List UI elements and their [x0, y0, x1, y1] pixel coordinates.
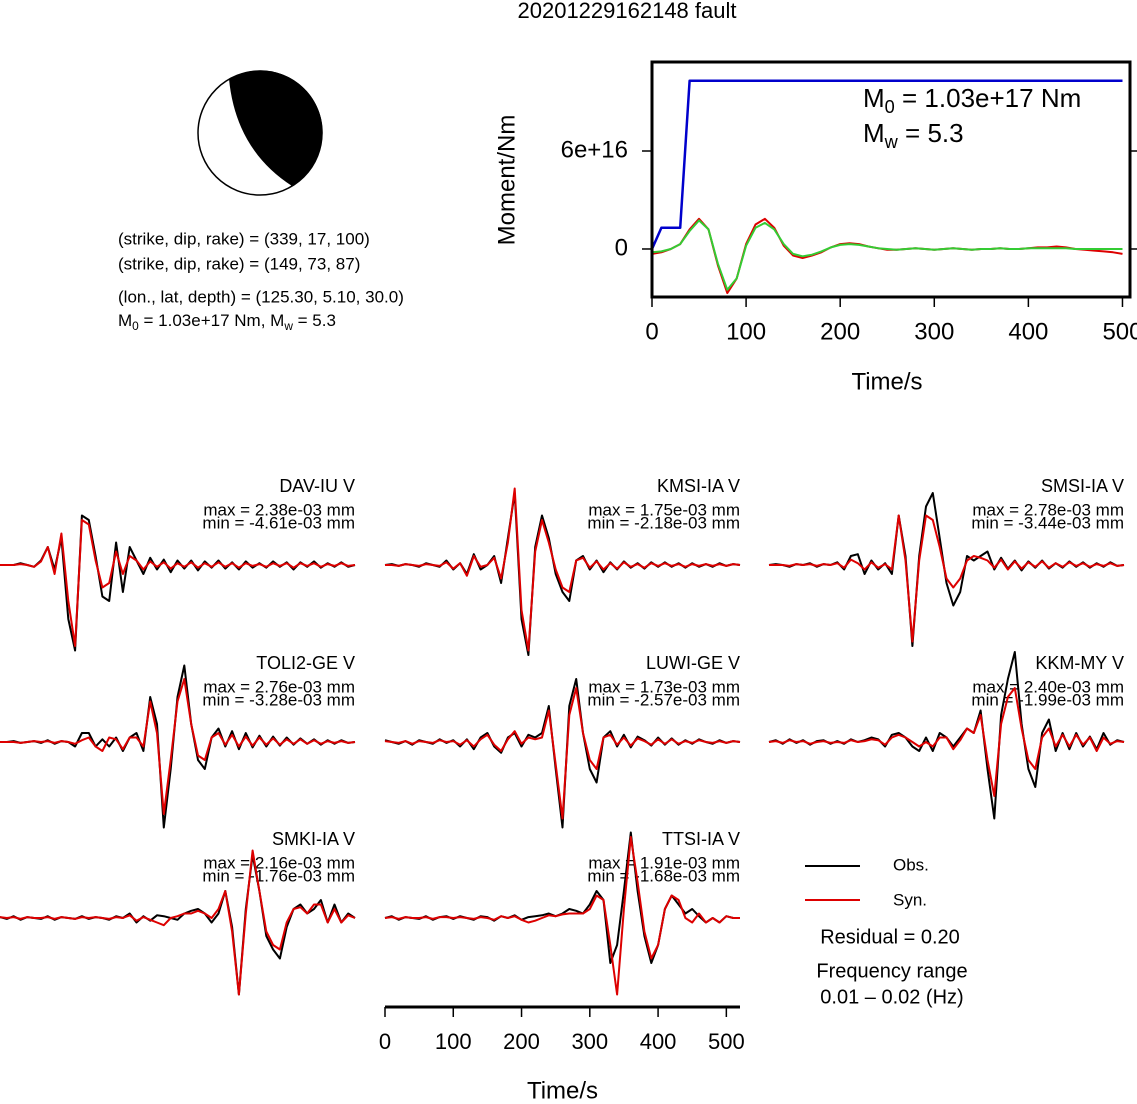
station-label: KMSI-IA V: [657, 476, 740, 496]
info-line: (lon., lat, depth) = (125.30, 5.10, 30.0…: [118, 287, 404, 306]
min-label: min = -2.57e-03 mm: [587, 690, 740, 709]
y-tick-label: 6e+16: [561, 136, 628, 163]
text-part: = 5.3: [293, 311, 336, 330]
x-tick-label: 300: [914, 318, 954, 345]
max-label: max = 2.78e-03 mm: [972, 500, 1124, 519]
text-part: = 1.03e+17 Nm: [895, 83, 1081, 113]
frequency-label: Frequency range: [816, 960, 967, 982]
text-part: M: [863, 118, 885, 148]
series-line: [385, 487, 741, 652]
x-tick-label: 400: [1008, 318, 1048, 345]
station-label: SMKI-IA V: [272, 829, 355, 849]
subscript: 0: [132, 319, 139, 333]
series-line: [0, 514, 356, 652]
subscript: w: [884, 132, 899, 152]
x-axis-label: Time/s: [527, 1077, 598, 1104]
series-line: [384, 687, 741, 820]
x-tick-label: 400: [640, 1029, 677, 1054]
figure-title: 20201229162148 fault: [518, 0, 737, 23]
min-label: min = -1.99e-03 mm: [971, 690, 1124, 709]
max-label: max = 1.73e-03 mm: [588, 677, 740, 696]
series-line: [650, 79, 1123, 250]
station-label: SMSI-IA V: [1041, 476, 1124, 496]
x-tick-label: 500: [1102, 318, 1137, 345]
min-label: min = -3.44e-03 mm: [971, 513, 1124, 532]
x-tick-label: 0: [379, 1029, 391, 1054]
series-line: [0, 519, 356, 647]
series-line: [769, 514, 1125, 643]
series-line: [384, 836, 740, 996]
min-label: min = -1.68e-03 mm: [587, 866, 740, 885]
x-tick-label: 200: [503, 1029, 540, 1054]
min-label: min = -4.61e-03 mm: [202, 513, 355, 532]
legend-label: Syn.: [893, 890, 927, 909]
min-label: min = -3.28e-03 mm: [202, 690, 355, 709]
max-label: max = 2.40e-03 mm: [972, 677, 1124, 696]
station-label: DAV-IU V: [279, 476, 355, 496]
y-tick-label: 0: [615, 234, 628, 261]
max-label: max = 2.16e-03 mm: [203, 853, 355, 872]
series-line: [651, 219, 1123, 291]
min-label: min = -1.76e-03 mm: [202, 866, 355, 885]
x-tick-label: 100: [435, 1029, 472, 1054]
series-line: [384, 831, 740, 964]
x-tick-label: 0: [645, 318, 658, 345]
info-moment: M0 = 1.03e+17 Nm, Mw = 5.3: [118, 311, 336, 333]
x-tick-label: 200: [820, 318, 860, 345]
series-line: [651, 217, 1123, 295]
plot-frame: [650, 60, 1132, 299]
station-label: TTSI-IA V: [662, 829, 740, 849]
x-tick-label: 300: [571, 1029, 608, 1054]
rich-text: M0 = 1.03e+17 Nm, Mw = 5.3: [118, 311, 336, 333]
text-part: M: [118, 311, 132, 330]
text-part: M: [863, 83, 885, 113]
y-axis-label: Moment/Nm: [493, 115, 520, 246]
subscript: w: [283, 319, 293, 333]
frequency-range: 0.01 – 0.02 (Hz): [820, 986, 963, 1008]
beachball-compression: [229, 70, 323, 186]
x-axis-label: Time/s: [851, 368, 922, 395]
text-part: = 1.03e+17 Nm, M: [139, 311, 285, 330]
station-label: LUWI-GE V: [646, 653, 740, 673]
rich-text: M0 = 1.03e+17 Nm: [863, 83, 1081, 117]
min-label: min = -2.18e-03 mm: [587, 513, 740, 532]
series-line: [768, 687, 1125, 797]
x-tick-label: 500: [708, 1029, 745, 1054]
legend-label: Obs.: [893, 855, 929, 874]
max-label: max = 1.75e-03 mm: [588, 500, 740, 519]
info-line: (strike, dip, rake) = (339, 17, 100): [118, 229, 370, 248]
subscript: 0: [885, 97, 895, 117]
x-tick-label: 100: [726, 318, 766, 345]
max-label: max = 2.76e-03 mm: [203, 677, 355, 696]
max-label: max = 2.38e-03 mm: [203, 500, 355, 519]
series-line: [0, 849, 356, 996]
rich-text: Mw = 5.3: [863, 118, 964, 152]
station-label: TOLI2-GE V: [256, 653, 355, 673]
beachball: [197, 70, 323, 196]
station-label: KKM-MY V: [1035, 653, 1124, 673]
series-line: [0, 678, 356, 815]
info-line: (strike, dip, rake) = (149, 73, 87): [118, 254, 360, 273]
text-part: = 5.3: [898, 118, 964, 148]
residual: Residual = 0.20: [820, 926, 960, 948]
